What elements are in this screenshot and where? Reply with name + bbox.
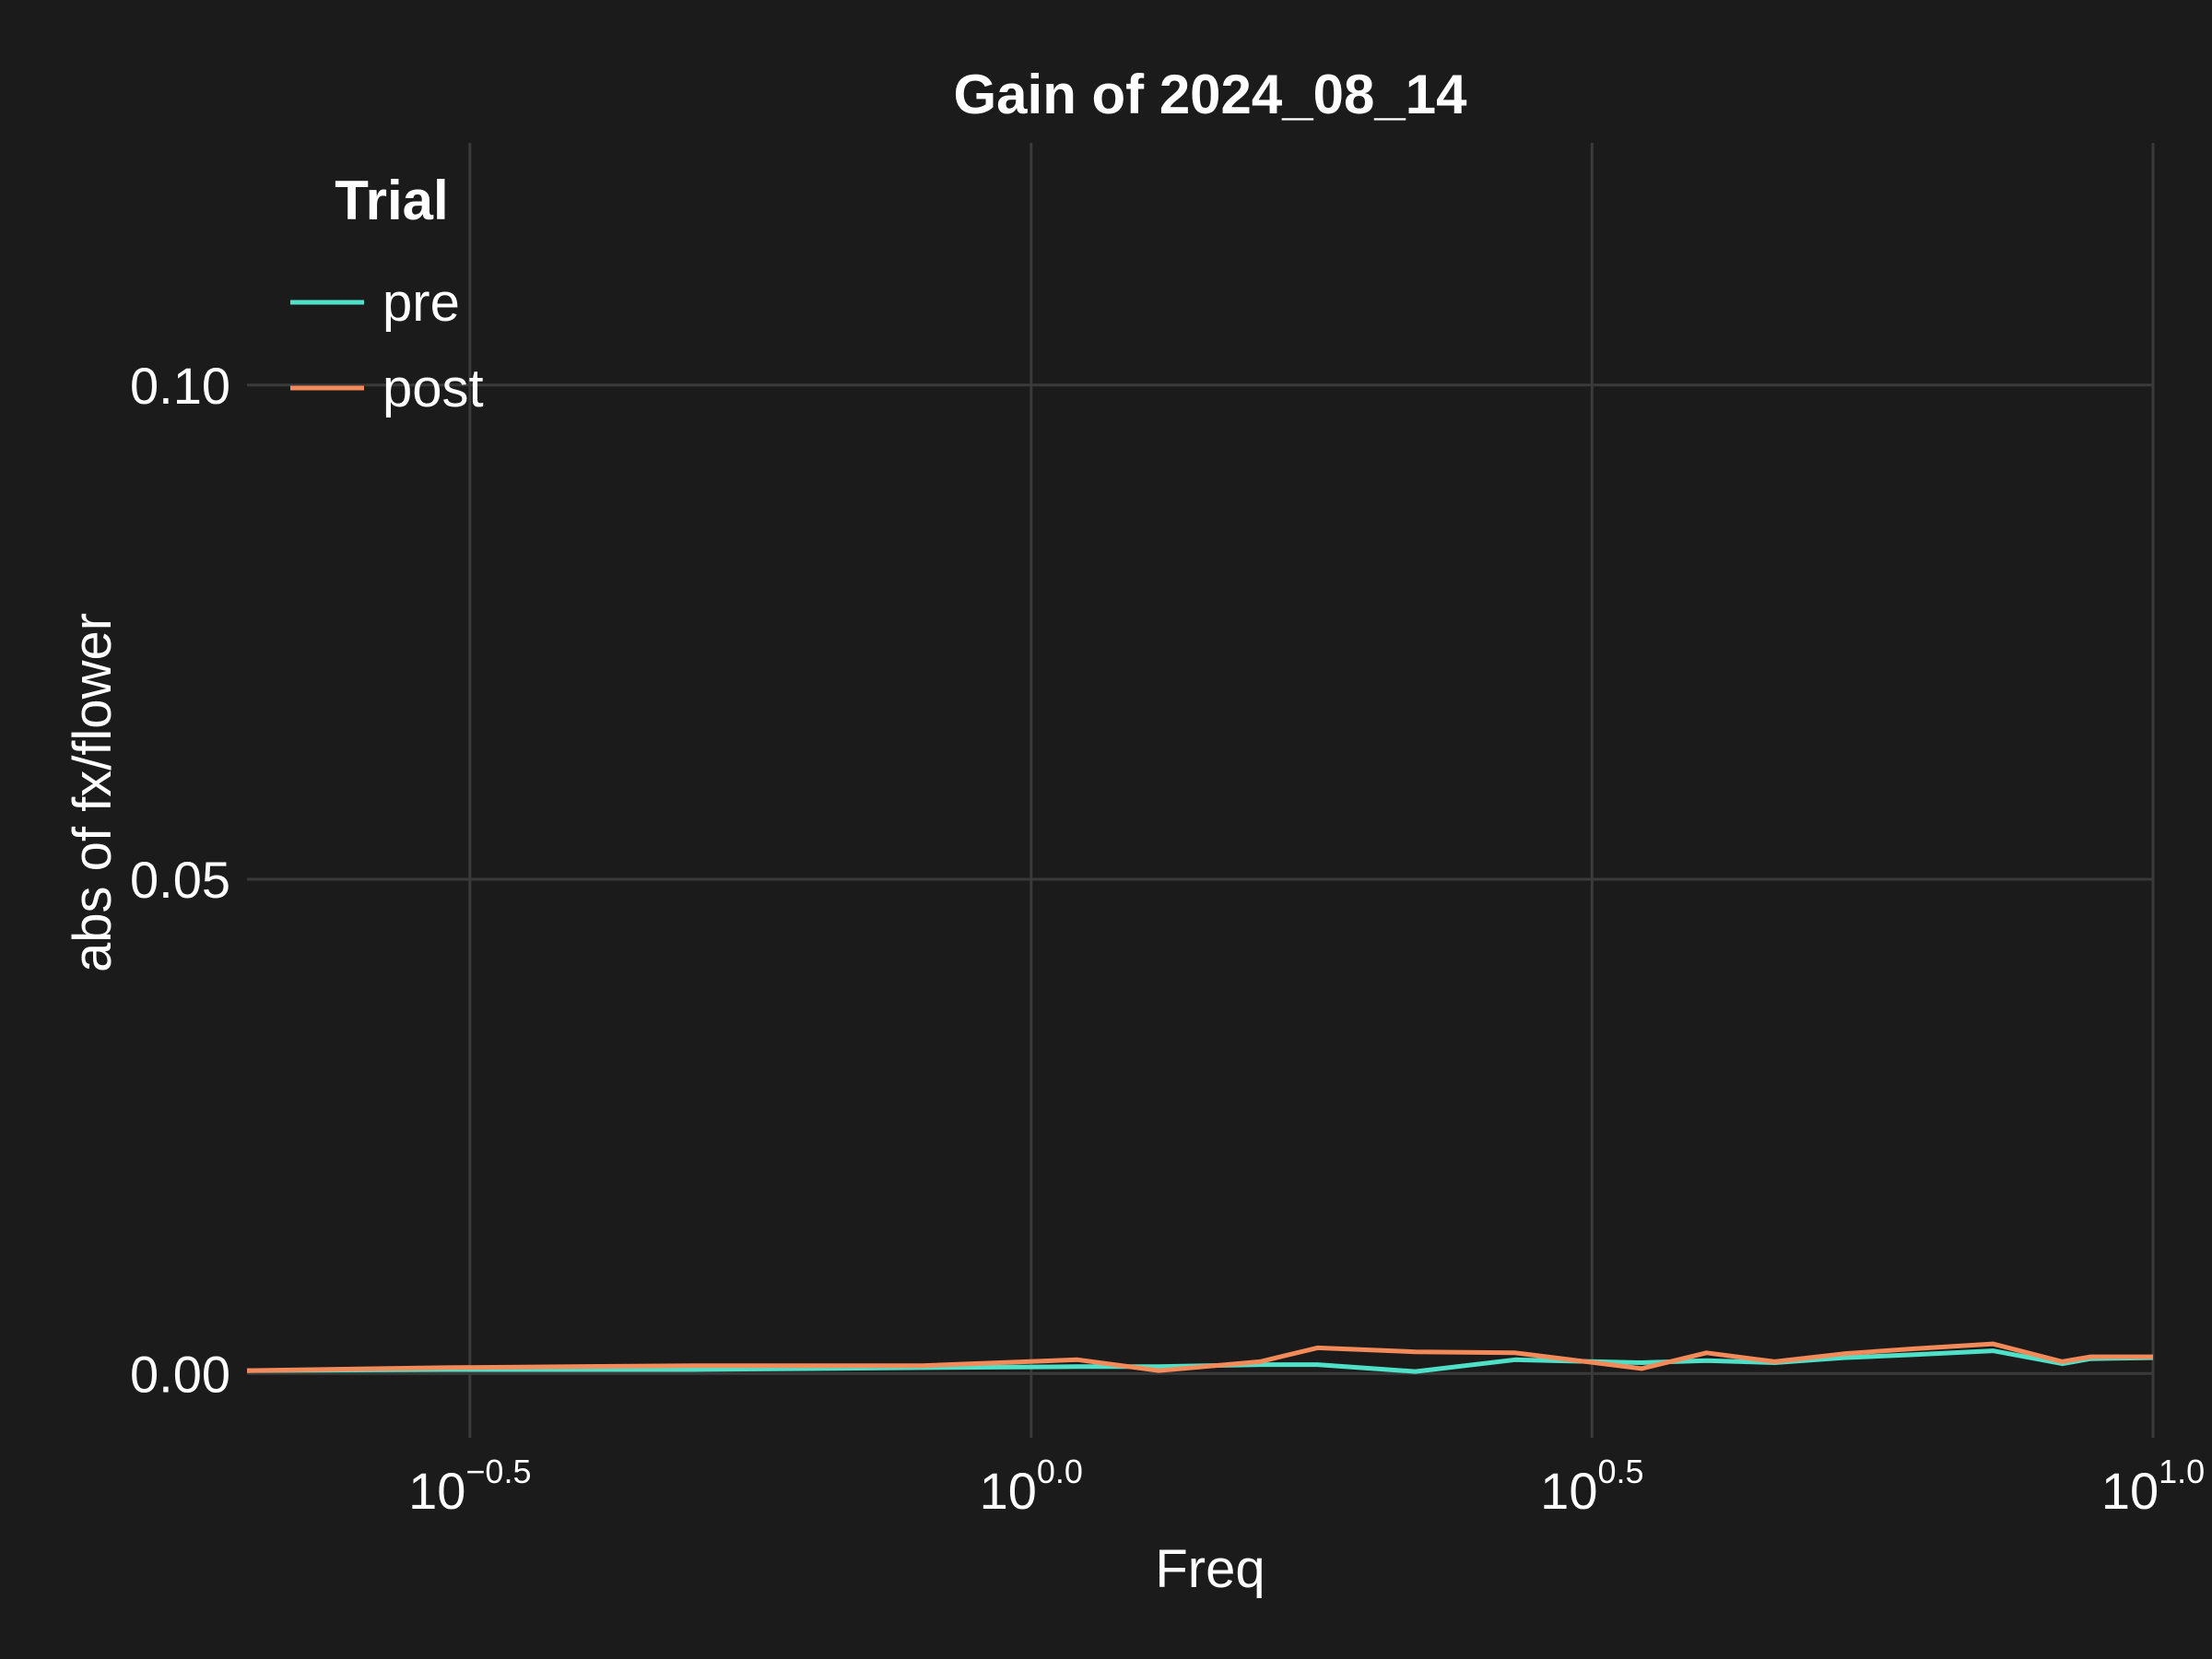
x-tick-label: 100.5: [1540, 1453, 1643, 1520]
legend-label-pre: pre: [382, 273, 460, 333]
legend: Trial pre post: [290, 170, 484, 418]
plot-area: [246, 1341, 2154, 1374]
chart-title: Gain of 2024_08_14: [953, 64, 1467, 125]
x-tick-label: 101.0: [2101, 1453, 2205, 1520]
x-tick-label: 100.0: [980, 1453, 1083, 1520]
y-axis-ticks: 0.00 0.05 0.10: [130, 357, 230, 1404]
y-axis-label: abs of fx/flower: [63, 613, 123, 972]
x-tick-label: 10−0.5: [408, 1453, 531, 1520]
series-line-post: [246, 1341, 2153, 1373]
x-axis-label: Freq: [1155, 1539, 1265, 1599]
legend-label-post: post: [382, 359, 484, 418]
y-tick-label: 0.05: [130, 851, 230, 909]
x-axis-ticks: 10−0.5 100.0 100.5 101.0: [408, 1453, 2205, 1520]
y-tick-label: 0.10: [130, 357, 230, 415]
y-tick-label: 0.00: [130, 1345, 230, 1403]
grid: [247, 143, 2155, 1438]
legend-title: Trial: [335, 170, 448, 231]
